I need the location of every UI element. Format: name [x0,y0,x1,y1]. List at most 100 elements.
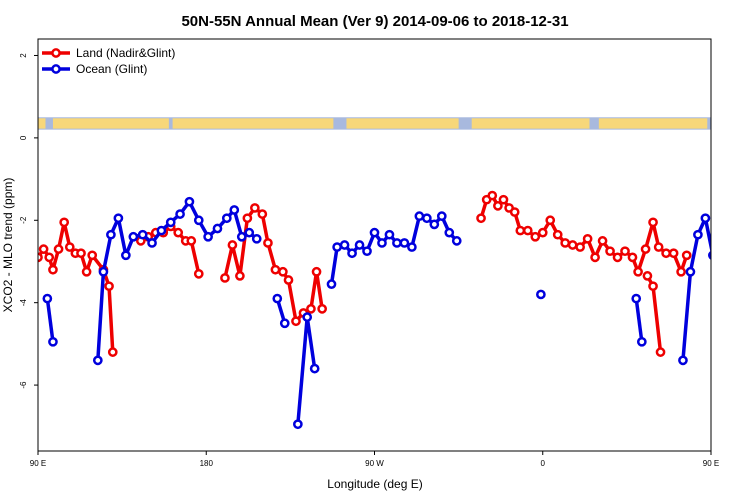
landmask-band [38,117,711,130]
data-point [522,225,533,236]
x-tick-label: 90 E [30,459,46,468]
data-point [429,219,440,230]
data-point [414,211,425,222]
chart-title: 50N-55N Annual Mean (Ver 9) 2014-09-06 t… [181,13,568,30]
data-point [311,266,322,277]
data-point [726,231,733,238]
data-point [597,236,608,246]
land-band-segment [598,118,708,129]
tick-labels: 90 E 180 90 W 0 90 E 2 0 -2 -4 -6 [19,53,719,468]
y-axis-label: XCO2 - MLO trend (ppm) [1,178,15,313]
series-line [634,298,644,343]
data-point [509,207,520,217]
series-line [96,199,258,361]
data-point [552,229,563,240]
data-point [203,231,213,242]
data-point [317,304,328,314]
data-point [681,250,692,261]
data-point [537,227,548,238]
data-point [661,248,671,259]
x-axis-label: Longitude (deg E) [327,477,422,491]
data-point [612,252,623,263]
data-point [236,231,247,242]
data-point [545,215,556,226]
series-line [45,298,55,343]
data-point [693,229,703,240]
land-band-segment [52,118,169,129]
series-land [38,190,692,357]
data-point [633,266,643,277]
data-point [444,227,455,238]
data-point [668,248,679,259]
land-band-segment [471,118,590,129]
data-point [575,242,585,252]
data-point [235,271,245,281]
data-point [306,304,316,314]
data-point [648,281,658,292]
data-point [137,229,148,240]
land-band-segment [346,118,459,129]
data-point [184,196,195,207]
x-tick-label: 0 [541,459,546,468]
legend-swatch-marker [51,64,61,74]
data-point [87,250,98,261]
data-point [384,229,395,240]
data-point [293,419,303,430]
data-point [407,242,417,252]
data-point [220,273,230,283]
data-point [620,246,630,257]
series-ocean [42,196,750,430]
data-point [560,238,571,248]
data-point [121,250,131,261]
data-point [362,246,372,257]
legend-item: Ocean (Glint) [42,62,147,76]
data-point [227,240,238,250]
data-point [229,205,240,215]
data-point [717,233,724,240]
legend-label: Ocean (Glint) [76,62,147,76]
data-point [743,227,750,234]
land-band-segment [38,118,46,129]
data-point [291,316,301,327]
data-point [605,246,615,257]
data-point [48,264,58,275]
data-point [640,244,651,254]
data-point [676,266,686,277]
data-point [48,336,58,347]
data-point [221,213,232,224]
data-point [38,244,49,254]
data-point [326,279,337,289]
data-point [44,252,55,263]
data-point [278,266,288,277]
data-point [493,201,503,211]
data-point [487,190,498,201]
data-point [147,238,157,248]
data-point [399,238,410,248]
data-point [377,238,387,248]
data-point [59,217,70,228]
data-point [392,238,402,248]
data-point [193,215,204,226]
data-point [530,231,541,242]
data-point [251,233,262,244]
data-point [270,264,281,275]
data-point [186,236,197,246]
legend: Land (Nadir&Glint) Ocean (Glint) [42,46,175,76]
data-point [498,194,509,205]
data-point [636,336,647,347]
data-point [436,211,447,222]
data-point [244,227,255,238]
data-point [113,213,124,224]
series-layer [38,190,750,430]
data-point [369,227,380,238]
data-point [515,225,526,236]
data-point [279,318,290,329]
data-point [735,239,742,246]
x-tick-label: 180 [200,459,214,468]
data-point [107,347,118,357]
y-tick-label: -6 [19,381,28,389]
data-point [283,275,294,285]
data-point [98,266,109,277]
data-point [175,209,185,219]
